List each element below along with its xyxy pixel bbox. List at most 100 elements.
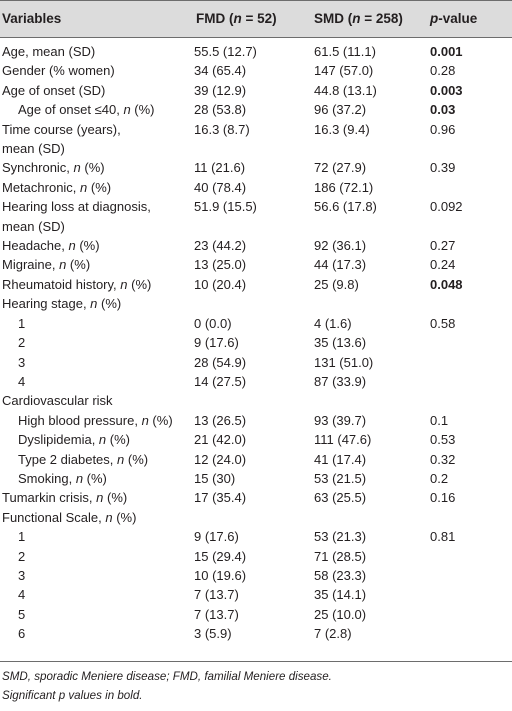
cell-fmd: 40 (78.4) (194, 179, 247, 195)
header-variables: Variables (2, 11, 62, 26)
variable-label: Smoking, n (%) (18, 470, 107, 486)
table-row: 4 7 (13.7) 35 (14.1) (0, 585, 512, 604)
header-smd: SMD (n = 258) (314, 11, 403, 26)
table-row: 1 0 (0.0) 4 (1.6) 0.58 (0, 314, 512, 333)
table-row: Type 2 diabetes, n (%) 12 (24.0) 41 (17.4)… (0, 450, 512, 469)
variable-label: 3 (18, 567, 26, 583)
table-footnotes: SMD, sporadic Meniere disease; FMD, fami… (0, 661, 512, 705)
cell-smd: 96 (37.2) (314, 102, 367, 118)
variable-label: Cardiovascular risk (2, 393, 113, 409)
table-row: Cardiovascular risk (0, 391, 512, 410)
cell-fmd: 9 (17.6) (194, 529, 239, 545)
cell-variable: Time course (years), mean (SD) (0, 120, 190, 159)
cell-variable: Smoking, n (%) (0, 469, 190, 488)
cell-smd: 25 (9.8) (314, 276, 359, 292)
cell-fmd: 10 (19.6) (194, 567, 247, 583)
cell-variable: 2 (0, 547, 190, 566)
variable-label: Headache, n (%) (2, 238, 100, 254)
variable-label: 2 (18, 335, 26, 351)
cell-p-value: 0.81 (430, 529, 456, 545)
variable-label: 3 (18, 354, 26, 370)
table-row: 5 7 (13.7) 25 (10.0) (0, 605, 512, 624)
table-row: 3 28 (54.9) 131 (51.0) (0, 353, 512, 372)
cell-variable: High blood pressure, n (%) (0, 411, 190, 430)
cell-variable: 5 (0, 605, 190, 624)
cell-fmd: 9 (17.6) (194, 335, 239, 351)
cell-variable: 4 (0, 372, 190, 391)
cell-p-value: 0.53 (430, 432, 456, 448)
footnote-abbreviations: SMD, sporadic Meniere disease; FMD, fami… (2, 670, 332, 683)
cell-fmd: 13 (26.5) (194, 412, 247, 428)
table-row: Tumarkin crisis, n (%) 17 (35.4) 63 (25.5)… (0, 488, 512, 507)
cell-fmd: 12 (24.0) (194, 451, 247, 467)
variable-label: Migraine, n (%) (2, 257, 91, 273)
table-row: Smoking, n (%) 15 (30) 53 (21.5) 0.2 (0, 469, 512, 488)
cell-p-value: 0.28 (430, 63, 456, 79)
cell-fmd: 15 (29.4) (194, 548, 247, 564)
variable-label: 6 (18, 626, 26, 642)
cell-p-value: 0.003 (430, 82, 463, 98)
variable-label: Gender (% women) (2, 63, 115, 79)
cell-smd: 25 (10.0) (314, 606, 367, 622)
cell-p-value: 0.96 (430, 121, 456, 137)
cell-variable: Gender (% women) (0, 61, 190, 80)
table-row: 4 14 (27.5) 87 (33.9) (0, 372, 512, 391)
variable-label: Hearing loss at diagnosis, (2, 199, 151, 215)
cell-smd: 58 (23.3) (314, 567, 367, 583)
cell-smd: 63 (25.5) (314, 490, 367, 506)
table-row: Dyslipidemia, n (%) 21 (42.0) 111 (47.6) 0.… (0, 430, 512, 449)
table-row: 3 10 (19.6) 58 (23.3) (0, 566, 512, 585)
cell-fmd: 23 (44.2) (194, 238, 247, 254)
cell-variable: 3 (0, 566, 190, 585)
cell-fmd: 28 (54.9) (194, 354, 247, 370)
cell-fmd: 14 (27.5) (194, 373, 247, 389)
cell-smd: 186 (72.1) (314, 179, 374, 195)
table-row: 1 9 (17.6) 53 (21.3) 0.81 (0, 527, 512, 546)
cell-smd: 93 (39.7) (314, 412, 367, 428)
cell-fmd: 51.9 (15.5) (194, 199, 257, 215)
table-body: Age, mean (SD) 55.5 (12.7) 61.5 (11.1) 0.00… (0, 38, 512, 644)
cell-smd: 53 (21.3) (314, 529, 367, 545)
cell-p-value: 0.27 (430, 238, 456, 254)
cell-p-value: 0.001 (430, 44, 463, 59)
cell-smd: 72 (27.9) (314, 160, 367, 176)
cell-variable: 1 (0, 527, 190, 546)
variable-label: 2 (18, 548, 26, 564)
cell-smd: 4 (1.6) (314, 315, 352, 331)
variable-label: High blood pressure, n (%) (18, 412, 173, 428)
cell-variable: Age of onset (SD) (0, 81, 190, 100)
cell-smd: 7 (2.8) (314, 626, 352, 642)
cell-fmd: 13 (25.0) (194, 257, 247, 273)
cell-smd: 53 (21.5) (314, 470, 367, 486)
cell-p-value: 0.58 (430, 315, 456, 331)
table-row: Age, mean (SD) 55.5 (12.7) 61.5 (11.1) 0.00… (0, 42, 512, 61)
cell-variable: Dyslipidemia, n (%) (0, 430, 190, 449)
cell-smd: 44.8 (13.1) (314, 82, 377, 98)
variable-label: Type 2 diabetes, n (%) (18, 451, 149, 467)
cell-fmd: 55.5 (12.7) (194, 44, 257, 59)
cell-smd: 61.5 (11.1) (314, 44, 376, 59)
cell-smd: 131 (51.0) (314, 354, 374, 370)
cell-variable: 6 (0, 624, 190, 643)
variable-label: Rheumatoid history, n (%) (2, 276, 152, 292)
variable-label: 4 (18, 587, 26, 603)
cell-p-value: 0.39 (430, 160, 456, 176)
cell-variable: Type 2 diabetes, n (%) (0, 450, 190, 469)
cell-smd: 35 (13.6) (314, 335, 367, 351)
cell-p-value: 0.24 (430, 257, 456, 273)
cell-variable: 1 (0, 314, 190, 333)
cell-variable: Hearing stage, n (%) (0, 294, 190, 313)
table-row: Headache, n (%) 23 (44.2) 92 (36.1) 0.27 (0, 236, 512, 255)
table-row: High blood pressure, n (%) 13 (26.5) 93 (3… (0, 411, 512, 430)
variable-label: Tumarkin crisis, n (%) (2, 490, 128, 506)
cell-p-value: 0.16 (430, 490, 456, 506)
cell-fmd: 34 (65.4) (194, 63, 247, 79)
cell-p-value: 0.1 (430, 412, 449, 428)
table-row: Metachronic, n (%) 40 (78.4) 186 (72.1) (0, 178, 512, 197)
cell-variable: Rheumatoid history, n (%) (0, 275, 190, 294)
cell-smd: 16.3 (9.4) (314, 121, 370, 137)
table-row: Age of onset ≤40, n (%) 28 (53.8) 96 (37.2… (0, 100, 512, 119)
cell-variable: Cardiovascular risk (0, 391, 190, 410)
cell-fmd: 39 (12.9) (194, 82, 247, 98)
table-row: Gender (% women) 34 (65.4) 147 (57.0) 0.28 (0, 61, 512, 80)
